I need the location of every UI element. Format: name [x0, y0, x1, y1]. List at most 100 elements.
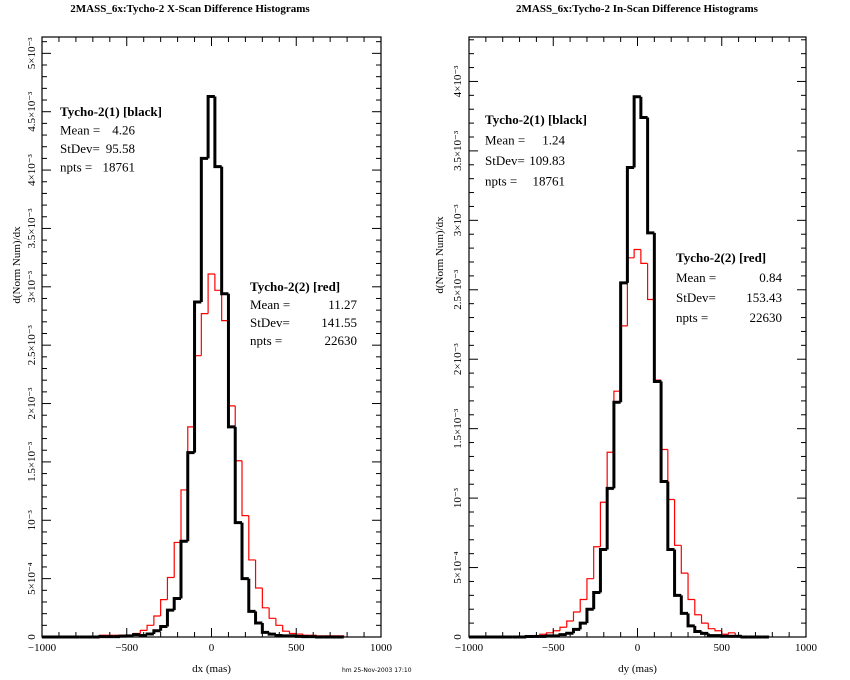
series-black: [42, 95, 344, 639]
histogram-bin: [226, 293, 236, 429]
histogram-bin: [558, 633, 567, 637]
histogram-bin: [545, 634, 554, 638]
histogram-bin: [545, 632, 554, 635]
histogram-bin: [578, 621, 587, 630]
y-axis-label: d(Norm Num)/dx: [434, 216, 446, 294]
histogram-bin: [566, 620, 574, 628]
histogram-bin: [559, 626, 567, 631]
histogram-bin: [160, 599, 168, 616]
x-tick-label: −500: [542, 642, 565, 654]
histogram-bin: [694, 599, 702, 616]
histogram-bin: [633, 248, 641, 258]
legend-series-name: Tycho-2(1) [black]: [485, 112, 587, 127]
histogram-bin: [599, 501, 608, 547]
stat-label: StDev=: [250, 315, 290, 330]
histogram-bin: [572, 611, 581, 622]
legend-series-name: Tycho-2(2) [red]: [676, 250, 766, 265]
histogram-bin: [302, 634, 310, 636]
x-tick-label: −500: [115, 642, 138, 654]
histogram-bin: [714, 628, 722, 632]
stat-label: Mean =: [676, 270, 716, 285]
stat-label: StDev=: [485, 153, 525, 168]
histogram-bin: [193, 300, 202, 453]
histogram-bin: [213, 96, 222, 169]
histogram-bin: [132, 633, 141, 637]
histogram-bin: [267, 632, 276, 636]
stats-legend-black: Tycho-2(1) [black] Mean = 4.26 StDev= 95.58 n…: [60, 104, 162, 175]
histogram-bin: [153, 615, 161, 626]
stats-legend-black: Tycho-2(1) [black] Mean = 1.24 StDev= 109.83…: [485, 112, 587, 189]
y-tick-label: 0: [452, 634, 464, 640]
stat-value: 0.84: [759, 270, 782, 285]
histogram-bin: [146, 624, 154, 631]
histogram-bin: [680, 545, 689, 574]
legend-series-name: Tycho-2(2) [red]: [250, 279, 340, 294]
histogram-bin: [248, 515, 256, 561]
y-tick-label: 1.5×10⁻³: [452, 408, 464, 449]
x-tick-label: 0: [209, 642, 215, 654]
histogram-bin: [585, 607, 594, 624]
y-tick-label: 3×10⁻³: [452, 204, 464, 237]
y-tick-label: 3.5×10⁻³: [26, 208, 38, 249]
histogram-bin: [646, 117, 655, 235]
histogram-bin: [152, 629, 161, 634]
y-axis-label: d(Norm Num)/dx: [11, 226, 23, 304]
histogram-bin: [261, 587, 270, 609]
histogram-bin: [679, 595, 689, 615]
histogram-bin: [565, 631, 574, 635]
stat-label: npts =: [676, 310, 708, 325]
stat-label: Mean =: [60, 123, 100, 138]
histogram-bin: [619, 281, 628, 403]
stat-value: 11.27: [328, 297, 357, 312]
histogram-bin: [260, 622, 270, 634]
histogram-bin: [221, 290, 229, 322]
histogram-bin: [592, 591, 601, 610]
y-tick-label: 2×10⁻³: [452, 343, 464, 376]
stat-label: StDev=: [60, 141, 100, 156]
y-tick-label: 10⁻³: [452, 487, 464, 508]
y-tick-label: 3×10⁻³: [26, 270, 38, 303]
chart-title: 2MASS_6x:Tycho-2 X-Scan Difference Histo…: [70, 3, 310, 15]
histogram-bin: [666, 481, 675, 551]
histogram-bin: [700, 614, 709, 624]
histogram-bin: [706, 633, 716, 638]
histogram-bin: [180, 489, 188, 543]
x-tick-label: 500: [288, 642, 305, 654]
histogram-bin: [247, 578, 256, 613]
stat-label: StDev=: [676, 290, 716, 305]
histogram-bin: [240, 522, 249, 581]
histogram-bin: [295, 633, 304, 635]
histogram-bin: [612, 400, 621, 489]
histogram-bin: [639, 96, 648, 120]
stat-label: npts =: [250, 333, 282, 348]
histogram-bin: [659, 381, 668, 483]
histogram-bin: [207, 273, 215, 314]
histogram-bin: [159, 624, 168, 631]
histogram-bin: [166, 576, 175, 600]
histogram-bin: [275, 618, 283, 626]
histogram-bin: [571, 627, 581, 634]
histogram-bin: [145, 632, 154, 636]
histogram-bin: [172, 596, 181, 611]
histogram-bin: [673, 549, 682, 597]
x-tick-label: 1000: [370, 642, 393, 654]
histogram-panel-2: 2MASS_6x:Tycho-2 In-Scan Difference Hist…: [434, 3, 818, 675]
stat-label: Mean =: [250, 297, 290, 312]
histogram-bin: [200, 313, 209, 356]
histogram-bin: [720, 634, 729, 638]
histogram-bin: [640, 249, 648, 264]
histogram-bin: [586, 578, 594, 600]
histogram-bin: [686, 613, 695, 628]
y-tick-label: 5×10⁻⁴: [26, 562, 38, 595]
histogram-bin: [199, 156, 209, 302]
stat-value: 95.58: [106, 141, 135, 156]
histogram-bin: [625, 166, 635, 283]
y-tick-label: 10⁻³: [26, 510, 38, 531]
stat-value: 141.55: [321, 315, 357, 330]
histogram-bin: [233, 426, 243, 525]
stat-value: 22630: [325, 333, 358, 348]
x-tick-label: −1000: [28, 642, 57, 654]
y-tick-label: 2×10⁻³: [26, 387, 38, 420]
histogram-bin: [165, 608, 175, 627]
